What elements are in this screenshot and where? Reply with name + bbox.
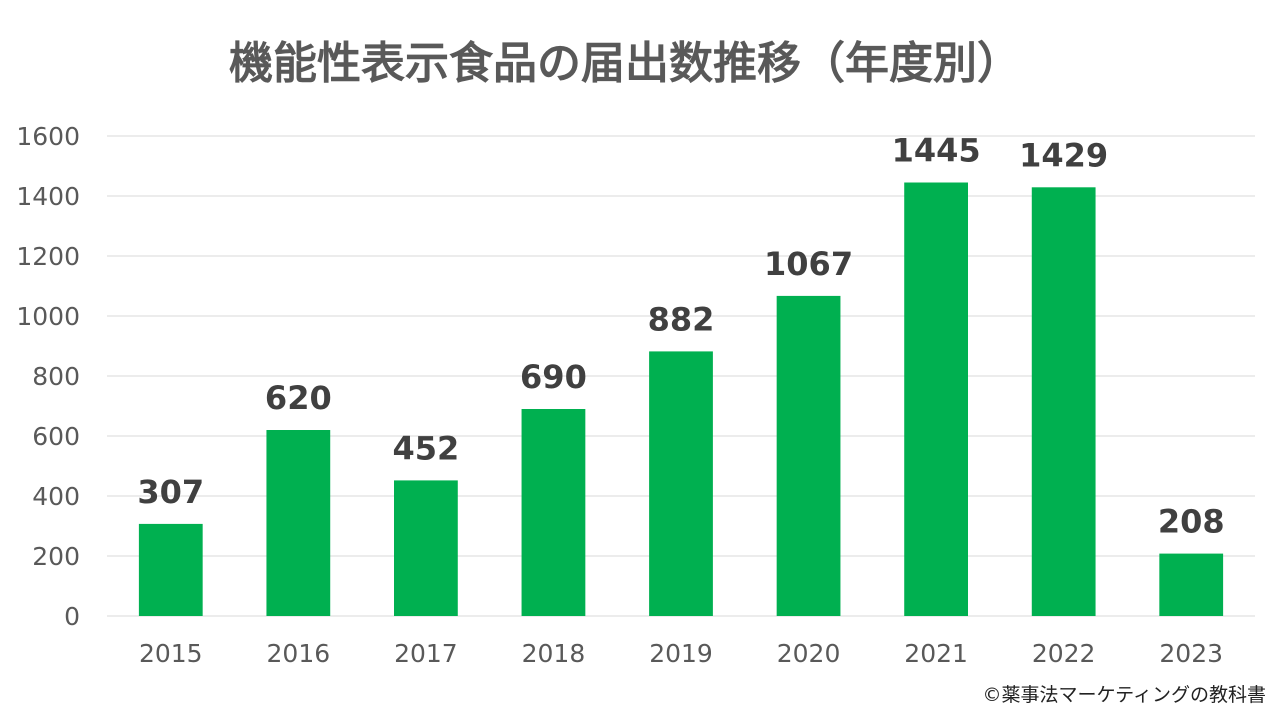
copyright-credit: ©薬事法マーケティングの教科書 — [983, 684, 1266, 706]
y-tick-label: 600 — [32, 422, 80, 451]
bar-2015 — [138, 523, 203, 616]
chart-title: 機能性表示食品の届出数推移（年度別） — [229, 38, 1021, 89]
bar-2021 — [904, 182, 968, 616]
data-label-2016: 620 — [265, 379, 332, 417]
x-tick-label-2022: 2022 — [1032, 639, 1096, 668]
bars — [138, 182, 1224, 617]
data-label-2023: 208 — [1158, 503, 1225, 541]
bar-2023 — [1159, 553, 1224, 616]
y-tick-label: 800 — [32, 362, 80, 391]
data-label-2015: 307 — [137, 473, 204, 511]
data-label-2018: 690 — [520, 358, 587, 396]
x-tick-label-2016: 2016 — [267, 639, 331, 668]
bar-2018 — [521, 409, 586, 616]
data-label-2019: 882 — [648, 300, 715, 338]
x-tick-label-2021: 2021 — [904, 639, 968, 668]
bar-2016 — [266, 430, 331, 616]
x-tick-label-2015: 2015 — [139, 639, 203, 668]
data-label-2017: 452 — [392, 429, 459, 467]
x-tick-label-2019: 2019 — [649, 639, 713, 668]
y-tick-label: 0 — [64, 602, 80, 631]
y-tick-label: 200 — [32, 542, 80, 571]
x-tick-label-2020: 2020 — [777, 639, 841, 668]
bar-2019 — [649, 351, 713, 616]
x-tick-label-2023: 2023 — [1159, 639, 1223, 668]
data-label-2021: 1445 — [892, 132, 981, 170]
data-label-2022: 1429 — [1019, 136, 1108, 174]
y-tick-label: 1200 — [16, 242, 80, 271]
data-labels: 307 620 452 690 882 1067 1445 1429 208 — [137, 132, 1224, 541]
bar-2022 — [1031, 187, 1096, 617]
y-tick-label: 1000 — [16, 302, 80, 331]
y-tick-label: 400 — [32, 482, 80, 511]
data-label-2020: 1067 — [764, 245, 853, 283]
x-tick-label-2018: 2018 — [522, 639, 586, 668]
bar-2017 — [394, 480, 458, 616]
x-tick-label-2017: 2017 — [394, 639, 458, 668]
y-tick-label: 1600 — [16, 122, 80, 151]
y-axis-tick-labels: 0 200 400 600 800 1000 1200 1400 1600 — [16, 122, 80, 631]
bar-2020 — [776, 295, 841, 616]
y-tick-label: 1400 — [16, 182, 80, 211]
x-axis-tick-labels: 2015 2016 2017 2018 2019 2020 2021 2022 2023 — [139, 639, 1223, 668]
